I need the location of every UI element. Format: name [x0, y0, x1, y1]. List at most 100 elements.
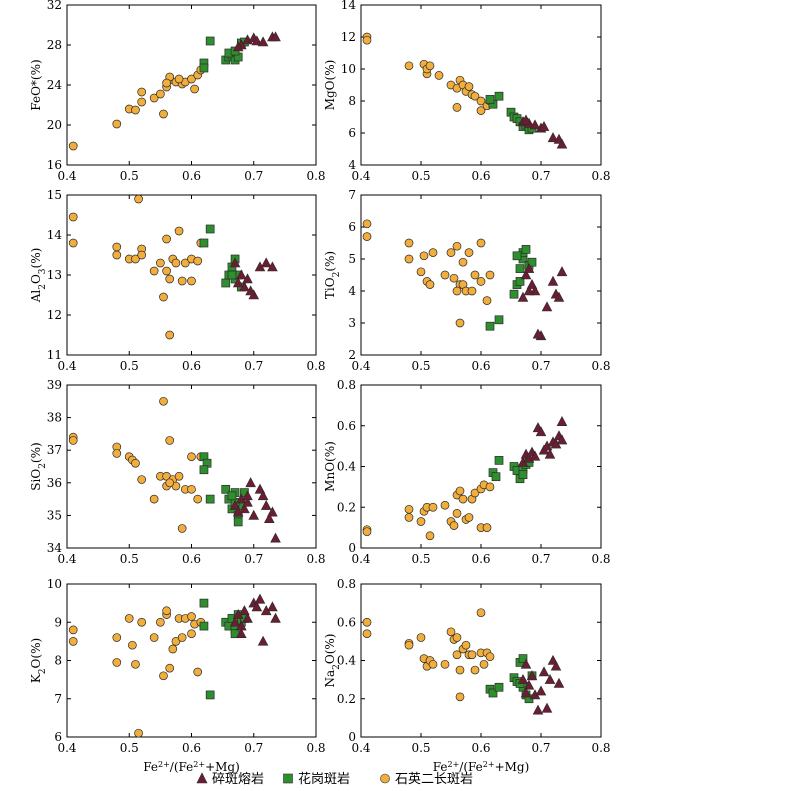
point-quartz-monzonite-porphyry [174, 74, 184, 84]
point-breccia-lava [538, 120, 550, 131]
x-tick-label: 0.5 [120, 741, 139, 755]
point-quartz-monzonite-porphyry [362, 527, 372, 537]
y-tick-label: 2 [348, 348, 356, 362]
y-tick-label: 0.4 [337, 460, 356, 474]
point-quartz-monzonite-porphyry [187, 452, 196, 462]
x-tick-label: 0.5 [411, 552, 430, 566]
point-granite-porphyry [227, 491, 237, 501]
y-tick-label: 14 [341, 0, 357, 12]
point-breccia-lava [532, 704, 544, 715]
point-breccia-lava [526, 670, 538, 681]
point-quartz-monzonite-porphyry [464, 82, 474, 91]
x-tick-label: 0.4 [351, 169, 370, 183]
point-quartz-monzonite-porphyry [112, 250, 122, 260]
point-quartz-monzonite-porphyry [452, 103, 462, 112]
point-breccia-lava [544, 673, 556, 684]
x-tick-label: 0.4 [351, 552, 370, 566]
y-tick-label: 24 [47, 78, 63, 92]
x-tick-label: 0.7 [244, 552, 263, 566]
x-tick-label: 0.5 [120, 169, 139, 183]
point-quartz-monzonite-porphyry [156, 617, 165, 627]
point-breccia-lava [251, 601, 263, 612]
point-breccia-lava [229, 257, 241, 268]
y-tick-label: 16 [47, 158, 62, 172]
point-quartz-monzonite-porphyry [476, 96, 486, 106]
legend-label: 碎斑熔岩 [212, 772, 264, 787]
y-tick-label: 32 [47, 0, 62, 12]
x-tick-label: 0.6 [471, 741, 490, 755]
point-breccia-lava [553, 291, 565, 302]
y-tick-label: 11 [47, 348, 62, 362]
point-quartz-monzonite-porphyry [68, 212, 78, 222]
point-quartz-monzonite-porphyry [476, 277, 486, 286]
y-tick-label: 0.6 [337, 615, 356, 629]
point-granite-porphyry [205, 224, 215, 234]
point-quartz-monzonite-porphyry [455, 318, 465, 328]
point-breccia-lava [517, 673, 529, 684]
y-tick-label: 7 [348, 188, 356, 202]
point-quartz-monzonite-porphyry [134, 728, 143, 738]
point-breccia-lava [520, 687, 532, 698]
panel-al2o3: 0.4 0.5 0.6 0.7 0.8 11 12 13 14 15 Al2O3(%) [29, 188, 326, 373]
y-axis-label: MgO(%) [323, 60, 337, 111]
point-breccia-lava [245, 477, 256, 488]
point-quartz-monzonite-porphyry [112, 242, 122, 252]
y-tick-label: 8 [54, 654, 62, 668]
y-tick-label: 39 [47, 378, 62, 392]
point-breccia-lava [526, 278, 538, 289]
point-quartz-monzonite-porphyry [171, 637, 181, 646]
point-quartz-monzonite-porphyry [482, 296, 492, 305]
point-quartz-monzonite-porphyry [187, 629, 196, 639]
point-quartz-monzonite-porphyry [425, 531, 435, 541]
point-quartz-monzonite-porphyry [165, 663, 175, 673]
point-granite-porphyry [494, 315, 504, 325]
point-breccia-lava [520, 269, 532, 280]
point-quartz-monzonite-porphyry [112, 119, 122, 129]
point-quartz-monzonite-porphyry [449, 273, 459, 283]
x-tick-label: 0.8 [591, 741, 610, 755]
point-quartz-monzonite-porphyry [187, 74, 196, 84]
x-tick-label: 0.6 [471, 359, 490, 373]
y-tick-label: 13 [47, 268, 62, 282]
y-tick-label: 20 [47, 118, 62, 132]
point-quartz-monzonite-porphyry [470, 270, 480, 280]
y-tick-label: 4 [348, 284, 356, 298]
point-granite-porphyry [199, 598, 209, 608]
point-granite-porphyry [199, 238, 209, 248]
point-quartz-monzonite-porphyry [159, 396, 168, 406]
plot-frame [66, 194, 317, 356]
point-granite-porphyry [512, 251, 522, 261]
point-quartz-monzonite-porphyry [470, 665, 480, 675]
point-breccia-lava [257, 635, 269, 646]
point-quartz-monzonite-porphyry [137, 617, 147, 627]
y-tick-label: 4 [348, 158, 356, 172]
point-granite-porphyry [205, 494, 215, 504]
y-axis-label: FeO*(%) [29, 59, 43, 110]
point-breccia-lava [229, 616, 241, 627]
x-tick-label: 0.8 [591, 359, 610, 373]
point-quartz-monzonite-porphyry [362, 35, 372, 45]
point-quartz-monzonite-porphyry [128, 640, 137, 650]
panel-feo: 0.4 0.5 0.6 0.7 0.8 16 20 24 28 32 FeO*(%) [29, 0, 326, 183]
point-quartz-monzonite-porphyry [362, 219, 372, 229]
point-quartz-monzonite-porphyry [156, 258, 165, 268]
point-granite-porphyry [199, 621, 209, 631]
point-breccia-lava [270, 612, 281, 623]
point-quartz-monzonite-porphyry [159, 671, 168, 681]
y-tick-label: 38 [47, 411, 62, 425]
point-quartz-monzonite-porphyry [193, 667, 203, 677]
x-tick-label: 0.7 [531, 741, 550, 755]
point-quartz-monzonite-porphyry [149, 633, 159, 642]
point-breccia-lava [242, 496, 253, 507]
point-granite-porphyry [221, 484, 231, 494]
point-granite-porphyry [518, 654, 528, 663]
y-tick-label: 6 [54, 730, 62, 744]
point-quartz-monzonite-porphyry [467, 286, 477, 296]
point-quartz-monzonite-porphyry [440, 659, 450, 669]
y-tick-label: 7 [54, 692, 62, 706]
point-granite-porphyry [515, 277, 525, 286]
y-tick-label: 36 [47, 476, 62, 490]
point-quartz-monzonite-porphyry [68, 625, 78, 635]
plot-frame [66, 4, 317, 166]
x-tick-label: 0.8 [306, 741, 325, 755]
